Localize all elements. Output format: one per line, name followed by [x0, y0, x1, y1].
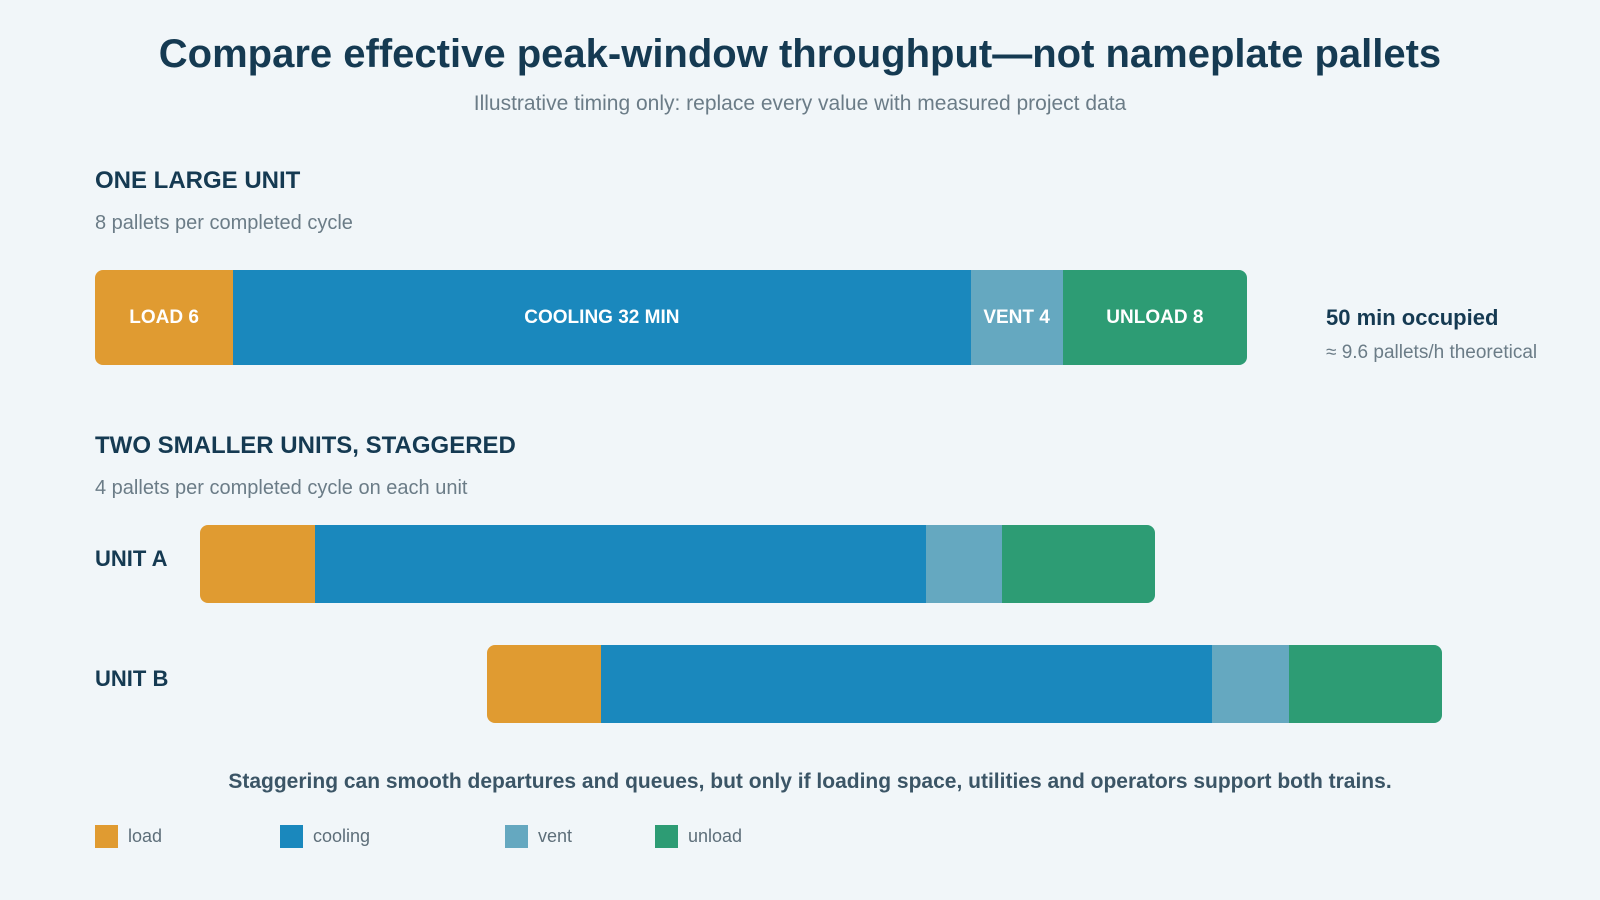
large-vent-segment: VENT 4 [970, 270, 1063, 365]
unit-a-unload-segment [1002, 525, 1155, 603]
unit-b-cycle-bar [486, 645, 1442, 723]
page-title: Compare effective peak-window throughput… [158, 32, 1442, 76]
legend-swatch-load [95, 825, 118, 848]
unit-a-label: UNIT A [95, 546, 168, 571]
legend-label-unload: unload [688, 826, 743, 846]
legend-swatch-cooling [280, 825, 303, 848]
legend-item-unload: unload [655, 825, 742, 848]
legend-item-load: load [95, 825, 162, 848]
legend-label-cooling: cooling [313, 826, 371, 846]
large-unit-cycle-bar: LOAD 6 COOLING 32 MIN VENT 4 UNLOAD 8 [95, 270, 1247, 365]
unit-a-load-segment [200, 525, 315, 603]
legend-item-cooling: cooling [280, 825, 370, 848]
legend-swatch-unload [655, 825, 678, 848]
throughput-stat: ≈ 9.6 pallets/h theoretical [1326, 342, 1538, 363]
unit-a-vent-segment [925, 525, 1003, 603]
stagger-caption: Staggering can smooth departures and que… [228, 770, 1392, 793]
legend-item-vent: vent [505, 825, 572, 848]
legend-label-vent: vent [538, 826, 573, 846]
page-subtitle: Illustrative timing only: replace every … [473, 92, 1127, 115]
small-units-note: 4 pallets per completed cycle on each un… [95, 477, 468, 499]
legend-label-load: load [128, 826, 163, 846]
large-unload-segment: UNLOAD 8 [1062, 270, 1247, 365]
large-unit-heading: ONE LARGE UNIT [95, 167, 301, 194]
unit-a-cycle-bar [200, 525, 1155, 603]
unit-b-cooling-segment [601, 645, 1213, 723]
large-unit-note: 8 pallets per completed cycle [95, 212, 353, 234]
unit-b-label: UNIT B [95, 666, 169, 691]
unit-b-load-segment [486, 645, 602, 723]
occupied-time-stat: 50 min occupied [1326, 305, 1499, 330]
unit-b-vent-segment [1212, 645, 1289, 723]
small-units-heading: TWO SMALLER UNITS, STAGGERED [95, 432, 516, 459]
legend-swatch-vent [505, 825, 528, 848]
unit-b-unload-segment [1288, 645, 1442, 723]
large-cooling-segment: COOLING 32 MIN [233, 270, 971, 365]
unit-a-cooling-segment [314, 525, 926, 603]
large-load-segment: LOAD 6 [95, 270, 234, 365]
